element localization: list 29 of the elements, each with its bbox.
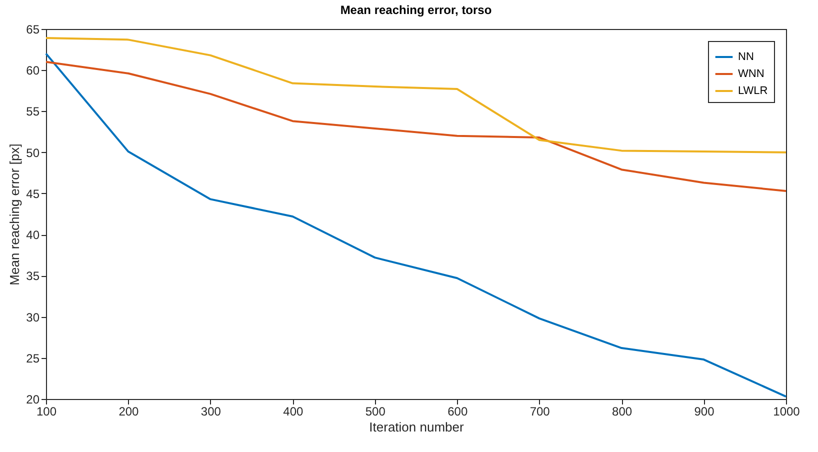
line-series: [45, 37, 787, 154]
y-tick-label: 20: [26, 392, 40, 406]
y-tick-label: 65: [26, 22, 40, 36]
x-tick-label: 700: [530, 404, 550, 418]
x-axis-title: Iteration number: [369, 420, 464, 434]
chart-title: Mean reaching error, torso: [340, 3, 492, 17]
x-tick-label: 800: [612, 404, 632, 418]
x-tick-label: 400: [283, 404, 304, 418]
y-tick-label: 25: [26, 351, 40, 366]
legend-label: NN: [738, 51, 754, 63]
y-tick-label: 40: [26, 228, 40, 242]
y-tick-label: 35: [26, 269, 40, 284]
x-tick-label: 500: [365, 404, 386, 418]
x-tick-label: 1000: [773, 404, 800, 418]
y-tick-label: 30: [26, 310, 40, 324]
y-tick-label: 55: [26, 104, 40, 119]
x-tick-label: 200: [118, 404, 140, 418]
x-tick-label: 600: [448, 404, 468, 418]
x-tick-label: 300: [200, 404, 222, 418]
x-tick-label: 900: [694, 404, 715, 418]
y-tick-label: 60: [26, 64, 40, 78]
line-series: [45, 60, 787, 192]
y-tick-label: 50: [26, 146, 40, 160]
x-tick-label: 100: [36, 404, 57, 418]
y-tick-label: 45: [26, 186, 40, 201]
line-series: [45, 52, 787, 398]
legend-label: WNN: [738, 68, 764, 80]
legend-label: LWLR: [738, 85, 768, 97]
y-axis-title: Mean reaching error [px]: [7, 144, 22, 286]
